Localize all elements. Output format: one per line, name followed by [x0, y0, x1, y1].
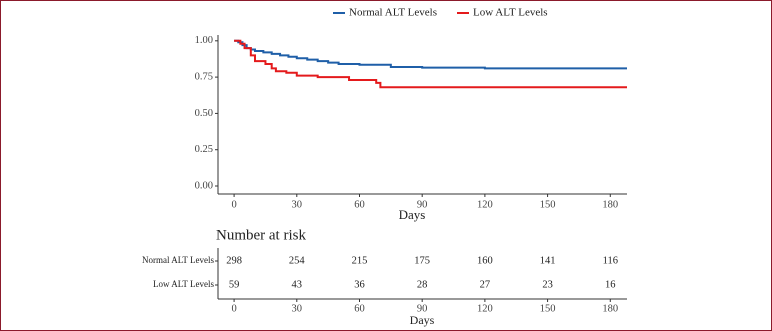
risk-count: 116	[603, 255, 618, 266]
x-tick-label: 90	[417, 199, 428, 210]
risk-row-label: Low ALT Levels	[153, 279, 214, 289]
x-tick-label: 0	[231, 199, 236, 210]
x-tick-label: 60	[354, 199, 365, 210]
risk-count: 16	[605, 279, 616, 290]
risk-x-tick-label: 30	[292, 303, 303, 314]
risk-count: 43	[292, 279, 303, 290]
y-tick-label: 0.00	[195, 180, 213, 191]
risk-x-tick-label: 150	[540, 303, 556, 314]
risk-table-title: Number at risk	[216, 227, 306, 243]
x-tick-label: 120	[477, 199, 493, 210]
risk-count: 28	[417, 279, 428, 290]
x-tick-label: 180	[602, 199, 618, 210]
risk-count: 215	[352, 255, 368, 266]
legend-label: Normal ALT Levels	[349, 7, 437, 19]
x-axis-label: Days	[399, 207, 426, 222]
risk-count: 254	[289, 255, 306, 266]
risk-x-tick-label: 120	[477, 303, 493, 314]
risk-x-tick-label: 180	[602, 303, 618, 314]
y-tick-label: 0.25	[195, 144, 213, 155]
risk-count: 298	[226, 255, 242, 266]
y-tick-label: 1.00	[195, 35, 213, 46]
x-tick-label: 150	[540, 199, 556, 210]
risk-count: 141	[540, 255, 556, 266]
risk-count: 59	[229, 279, 240, 290]
risk-count: 160	[477, 255, 493, 266]
y-tick-label: 0.75	[195, 72, 213, 83]
risk-count: 175	[414, 255, 430, 266]
y-tick-label: 0.50	[195, 108, 213, 119]
risk-x-axis-label: Days	[410, 313, 435, 327]
risk-x-tick-label: 90	[417, 303, 428, 314]
risk-row-label: Normal ALT Levels	[142, 255, 214, 265]
risk-count: 36	[354, 279, 365, 290]
survival-curve	[234, 39, 627, 70]
risk-x-tick-label: 0	[231, 303, 236, 314]
legend-label: Low ALT Levels	[473, 7, 548, 19]
survival-curve	[234, 39, 627, 89]
risk-count: 27	[480, 279, 491, 290]
risk-x-tick-label: 60	[354, 303, 365, 314]
x-tick-label: 30	[292, 199, 303, 210]
risk-count: 23	[542, 279, 553, 290]
